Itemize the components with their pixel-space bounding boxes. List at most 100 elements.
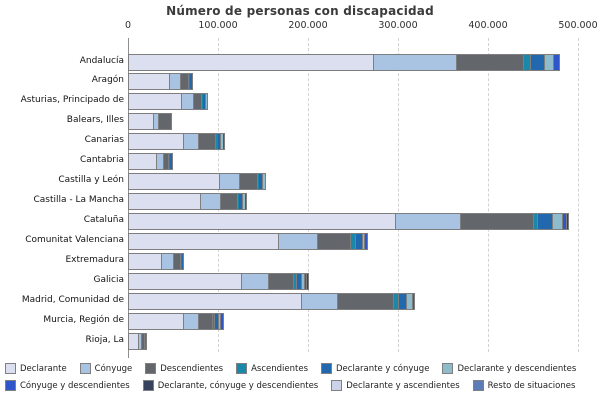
category-label: Asturias, Principado de: [20, 95, 124, 106]
legend-label: Ascendientes: [251, 363, 309, 374]
legend-swatch: [321, 363, 333, 374]
bar-segment: [161, 253, 174, 269]
bar-segment: [181, 253, 183, 269]
bar-segment: [129, 174, 220, 190]
grid-line: [398, 38, 399, 352]
bar-row: [128, 232, 369, 250]
bar-row: [128, 153, 174, 171]
legend-item: Declarante y cónyuge: [321, 363, 429, 374]
bar-segment: [182, 253, 184, 269]
category-label: Galicia: [93, 274, 124, 285]
bar-segment: [317, 233, 351, 249]
legend-swatch: [472, 380, 484, 391]
legend-item: Descendientes: [145, 363, 223, 374]
bar-segment: [169, 74, 181, 90]
bar-segment: [243, 194, 246, 209]
legend-label: Declarante: [20, 363, 67, 374]
legend-swatch: [442, 363, 454, 374]
bar-segment: [258, 174, 263, 190]
grid-line: [578, 38, 579, 352]
bar-segment: [293, 273, 297, 289]
category-label: Comunitat Valenciana: [25, 234, 124, 245]
bar-row: [128, 133, 225, 151]
bar-row: [128, 292, 415, 310]
bar-segment: [156, 154, 165, 170]
bar-segment: [456, 54, 524, 70]
bar-segment: [129, 154, 157, 170]
bar-segment: [523, 54, 531, 70]
category-label: Cantabria: [80, 155, 124, 166]
bar-segment: [206, 94, 208, 110]
bar-segment: [129, 333, 139, 349]
bar-row: [128, 312, 224, 330]
legend: Declarante Cónyuge Descendientes Ascendient…: [5, 360, 597, 394]
bar-segment: [217, 134, 221, 150]
bar-segment: [220, 194, 238, 209]
bar-segment: [337, 293, 395, 309]
category-label: Castilla y León: [58, 175, 124, 186]
bar-segment: [159, 114, 171, 130]
bar-segment: [538, 213, 554, 229]
bar-segment: [245, 194, 246, 209]
bar-segment: [202, 94, 204, 110]
bar-segment: [180, 74, 189, 90]
category-label: Balears, Illes: [66, 115, 124, 126]
bar-segment: [222, 134, 224, 150]
category-label: Extremadura: [65, 254, 125, 265]
bar-segment: [169, 154, 173, 170]
bar-segment: [194, 94, 203, 110]
bar-segment: [129, 253, 162, 269]
bar-row: [128, 252, 185, 270]
bar-segment: [355, 233, 363, 249]
legend-label: Cónyuge: [94, 363, 133, 374]
legend-swatch: [79, 363, 91, 374]
bar-segment: [164, 154, 170, 170]
legend-item: Resto de situaciones: [472, 380, 575, 391]
bar-segment: [239, 194, 244, 209]
bar-row: [128, 272, 310, 290]
legend-item: Declarante y ascendientes: [331, 380, 460, 391]
bar-segment: [304, 273, 308, 289]
bar-segment: [129, 94, 183, 110]
bar-segment: [173, 253, 182, 269]
bar-segment: [129, 293, 302, 309]
bar-segment: [188, 74, 190, 90]
axis-tick-label: 300.000: [378, 20, 418, 31]
category-label: Cataluña: [83, 214, 124, 225]
legend-swatch: [142, 380, 154, 391]
bar-segment: [301, 293, 338, 309]
bar-segment: [533, 213, 539, 229]
bar-segment: [138, 333, 143, 349]
legend-row: Cónyuge y descendientes Declarante, cónyu…: [5, 377, 597, 394]
legend-label: Declarante y cónyuge: [336, 363, 430, 374]
bar-segment: [215, 134, 218, 150]
bar-segment: [237, 194, 240, 209]
legend-item: Declarante: [5, 363, 67, 374]
grid-line: [488, 38, 489, 352]
category-label: Aragón: [91, 75, 124, 86]
bar-segment: [307, 273, 309, 289]
bar-segment: [412, 293, 414, 309]
category-label: Andalucía: [79, 55, 124, 66]
bar-row: [128, 212, 570, 230]
axis-tick-label: 0: [124, 20, 132, 31]
bar-segment: [563, 213, 568, 229]
axis-tick-label: 100.000: [198, 20, 238, 31]
axis-tick-label: 500.000: [558, 20, 598, 31]
bar-segment: [373, 54, 457, 70]
legend-label: Declarante y ascendientes: [346, 380, 460, 391]
legend-label: Descendientes: [160, 363, 224, 374]
grid-line: [308, 38, 309, 352]
bar-segment: [239, 174, 258, 190]
bar-segment: [530, 54, 545, 70]
bar-segment: [129, 74, 170, 90]
bar-segment: [219, 174, 240, 190]
bar-segment: [154, 114, 160, 130]
axis-tick-label: 400.000: [468, 20, 508, 31]
bar-segment: [129, 273, 242, 289]
legend-row: Declarante Cónyuge Descendientes Ascendient…: [5, 360, 597, 377]
bar-segment: [460, 213, 534, 229]
chart-title: Número de personas con discapacidad: [166, 4, 434, 18]
bar-row: [128, 113, 172, 131]
bar-segment: [212, 313, 215, 329]
